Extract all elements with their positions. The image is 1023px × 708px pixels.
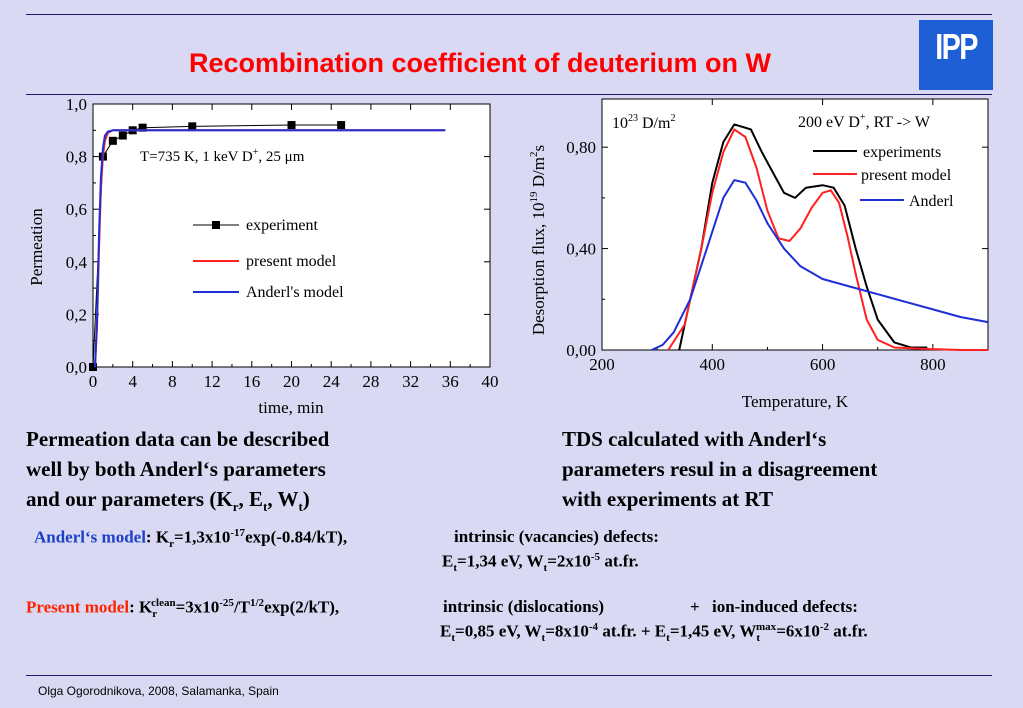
legend-present-model: present model [246, 253, 337, 270]
anderl-parameters: Anderl‘s model: Kr=1,3x10-17exp(-0.84/kT… [34, 527, 348, 551]
legend-present-model-tds: present model [861, 167, 952, 184]
legend-experiment: experiment [246, 217, 319, 234]
left-conclusion-line-2: well by both Anderl‘s parameters [26, 457, 326, 481]
title-rule [26, 94, 992, 95]
right-plot-area [601, 98, 989, 351]
left-x-tick-label: 8 [168, 372, 177, 391]
left-data-point [108, 136, 117, 145]
right-unit-label: 1023 D/m2 [612, 113, 675, 132]
present-defects-2: ion-induced defects: [712, 597, 858, 616]
present-defect-params: Et=0,85 eV, Wt=8x10-4 at.fr. + Et=1,45 e… [440, 621, 868, 645]
left-y-tick-label: 0,8 [66, 148, 87, 167]
right-y-axis-label: Desorption flux, 1019 D/m2s [528, 145, 548, 335]
right-conclusion: TDS calculated with Anderl‘s parameters … [562, 424, 877, 514]
left-y-tick-label: 0,2 [66, 305, 87, 324]
legend-square-marker [212, 221, 220, 229]
left-legend: experiment present model Anderl's model [193, 217, 344, 301]
right-y-tick-label: 0,00 [566, 341, 596, 360]
ipp-logo: IPP [919, 20, 993, 90]
left-data-point [89, 363, 97, 371]
anderl-defects: intrinsic (vacancies) defects: [454, 527, 659, 546]
left-series-anderl-s-model [94, 129, 446, 368]
right-x-tick-label: 800 [920, 355, 946, 374]
left-x-tick-label: 4 [128, 372, 137, 391]
right-x-tick-label: 400 [700, 355, 726, 374]
permeation-chart: 0 4 8 12 16 20 24 28 32 36 40 0,0 0,2 0,4 0,6 0,8 1,0 ti… [27, 95, 499, 417]
right-series-present-model [667, 128, 988, 351]
left-x-tick-label: 40 [482, 372, 499, 391]
top-rule [26, 14, 992, 15]
right-x-tick-label: 600 [810, 355, 836, 374]
right-conclusion-line-2: parameters resul in a disagreement [562, 457, 878, 481]
right-conclusion-line-1: TDS calculated with Anderl‘s [562, 427, 827, 451]
left-data-point [188, 122, 197, 131]
left-y-axis-label: Permeation [27, 208, 46, 286]
right-series-experiments [678, 123, 928, 351]
right-y-tick-label: 0,40 [566, 240, 596, 259]
left-x-axis-label: time, min [258, 398, 324, 417]
right-x-axis-label: Temperature, K [742, 392, 849, 411]
page-title: Recombination coefficient of deuterium o… [188, 48, 772, 78]
left-annotation: T=735 K, 1 keV D+, 25 μm [140, 147, 305, 165]
right-x-tick-label: 200 [589, 355, 615, 374]
present-parameters: Present model: Krclean=3x10-25/T1/2exp(2… [26, 597, 340, 621]
left-x-tick-label: 0 [89, 372, 98, 391]
left-x-tick-label: 36 [442, 372, 459, 391]
left-x-tick-label: 20 [283, 372, 300, 391]
right-series-anderl [651, 179, 989, 351]
right-legend: experiments present model Anderl [813, 144, 954, 210]
legend-experiments: experiments [863, 144, 941, 161]
legend-anderl: Anderl [909, 193, 954, 210]
left-data-point [118, 131, 127, 140]
left-data-point [287, 121, 296, 130]
right-conclusion-line-3: with experiments at RT [562, 487, 773, 511]
footer-rule [26, 675, 992, 676]
logo-text: IPP [935, 26, 978, 67]
anderl-defect-params: Et=1,34 eV, Wt=2x10-5 at.fr. [442, 551, 639, 575]
left-y-tick-label: 1,0 [66, 95, 87, 114]
left-data-point [138, 123, 147, 132]
left-plot-area [92, 103, 491, 368]
present-plus: + [690, 597, 700, 616]
left-x-tick-label: 28 [362, 372, 379, 391]
left-conclusion-line-1: Permeation data can be described [26, 427, 330, 451]
present-defects-1: intrinsic (dislocations) [443, 597, 605, 616]
legend-anderl-model: Anderl's model [246, 284, 344, 301]
left-y-tick-label: 0,4 [66, 253, 88, 272]
left-x-tick-label: 24 [323, 372, 341, 391]
left-x-tick-label: 32 [402, 372, 419, 391]
right-chart-title: 200 eV D+, RT -> W [798, 112, 931, 131]
left-y-tick-label: 0,6 [66, 200, 87, 219]
left-data-point [337, 121, 346, 130]
left-y-tick-label: 0,0 [66, 358, 87, 377]
left-x-tick-label: 16 [243, 372, 260, 391]
footer-credit: Olga Ogorodnikova, 2008, Salamanka, Spai… [38, 684, 279, 698]
left-conclusion: Permeation data can be described well by… [26, 424, 329, 522]
left-x-tick-label: 12 [204, 372, 221, 391]
right-y-tick-label: 0,80 [566, 138, 596, 157]
left-conclusion-line-3: and our parameters (Kr, Et, Wt) [26, 487, 310, 515]
